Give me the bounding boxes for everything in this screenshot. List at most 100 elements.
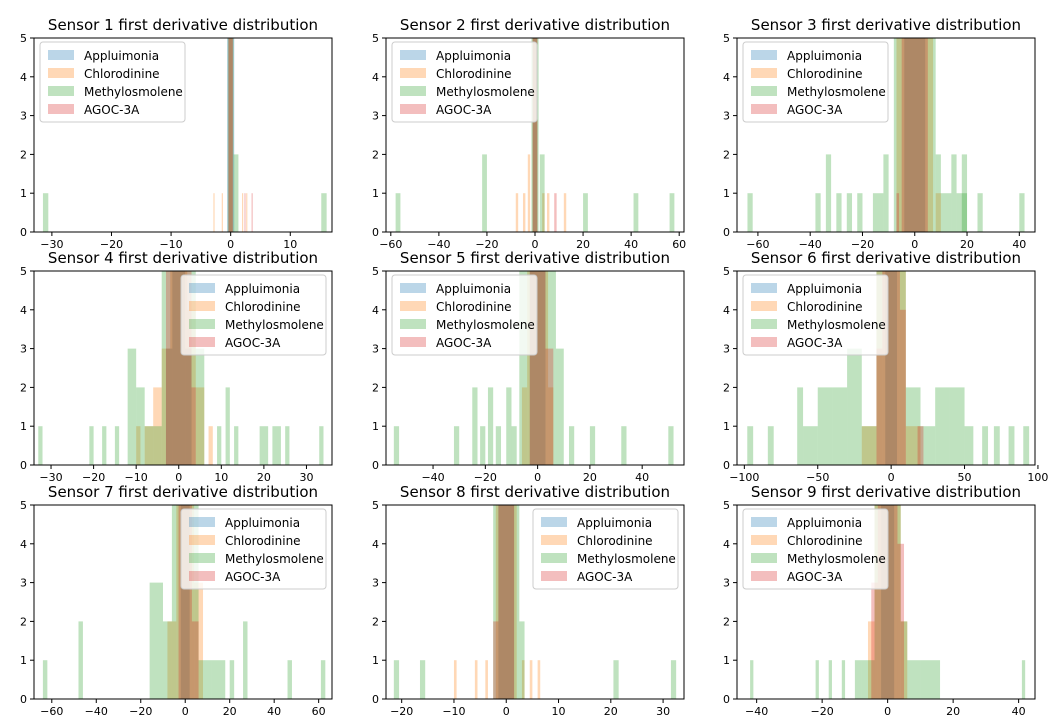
legend: Appluimonia Chlorodinine Methylosmolene AGO… (532, 508, 679, 590)
legend-swatch (400, 86, 426, 96)
x-tick-label: −10 (125, 471, 148, 484)
y-tick-label: 5 (723, 32, 730, 45)
y-tick-label: 0 (20, 693, 27, 706)
legend-label: AGOC-3A (225, 570, 281, 584)
histogram-bar (211, 660, 226, 699)
plot-frame (736, 270, 1036, 466)
x-tick-label: 20 (604, 705, 618, 718)
histogram-bar (907, 660, 921, 699)
histogram-bar (319, 426, 324, 465)
y-tick-label: 2 (723, 381, 730, 394)
histogram-bar (1023, 426, 1030, 465)
histogram-bar (861, 426, 877, 465)
histogram-bar (828, 660, 832, 699)
histogram-bar (982, 426, 989, 465)
histogram-bar (817, 387, 833, 465)
y-tick-label: 5 (20, 499, 27, 512)
x-tick-label: 20 (946, 705, 960, 718)
x-tick-label: −20 (474, 471, 497, 484)
legend-label: Chlorodinine (436, 67, 512, 81)
x-tick-label: −50 (806, 471, 829, 484)
x-tick-label: −20 (811, 705, 834, 718)
x-tick-label: −20 (851, 238, 874, 251)
y-tick-label: 4 (20, 304, 27, 317)
histogram-bar (847, 348, 862, 465)
legend-label: Methylosmolene (436, 318, 535, 332)
histogram-bar (589, 426, 596, 465)
histogram-bar (180, 505, 190, 699)
legend-swatch (189, 337, 215, 347)
histogram-bar (832, 387, 848, 465)
subplot-sensor-1: Sensor 1 first derivative distribution 0 1… (20, 16, 333, 251)
histogram-bar (747, 193, 753, 232)
histogram-bar (498, 505, 515, 699)
histogram-bar (506, 387, 512, 465)
x-tick-label: 0 (532, 238, 539, 251)
histogram-bar (896, 193, 900, 232)
legend-swatch (751, 301, 777, 311)
histogram-bar (861, 660, 875, 699)
legend-swatch (189, 517, 215, 527)
legend: Appluimonia Chlorodinine Methylosmolene AGO… (391, 274, 538, 356)
legend-label: Methylosmolene (436, 85, 535, 99)
histogram-bar (127, 348, 137, 465)
x-tick-label: 0 (227, 238, 234, 251)
y-tick-label: 2 (723, 148, 730, 161)
y-tick-label: 5 (20, 265, 27, 278)
histogram-bar (531, 38, 539, 232)
histogram-bar (136, 387, 145, 465)
legend-swatch (751, 104, 777, 114)
histogram-bar (227, 38, 235, 232)
x-tick-label: 40 (1012, 238, 1026, 251)
bar-group (393, 505, 677, 699)
histogram-bar (78, 621, 83, 699)
legend-swatch (48, 50, 74, 60)
x-tick-label: −60 (40, 705, 63, 718)
x-tick-label: −20 (390, 705, 413, 718)
legend-label: Chlorodinine (787, 300, 863, 314)
x-tick-label: 40 (1012, 705, 1026, 718)
histogram-bar (896, 38, 934, 232)
plot-frame (33, 270, 333, 466)
histogram-bar (242, 193, 244, 232)
histogram-bar (935, 193, 941, 232)
histogram-bar (867, 621, 875, 699)
legend-swatch (189, 553, 215, 563)
legend-label: Methylosmolene (225, 318, 324, 332)
x-tick-label: 20 (257, 471, 271, 484)
histogram-bar (583, 193, 588, 232)
x-tick-label: 0 (175, 471, 182, 484)
x-tick-label: 0 (503, 705, 510, 718)
legend-swatch (751, 68, 777, 78)
histogram-bar (482, 154, 487, 232)
subplot-sensor-7: Sensor 7 first derivative distribution 0 1… (20, 483, 333, 718)
histogram-bar (162, 621, 172, 699)
legend-label: AGOC-3A (787, 103, 843, 117)
histogram-bar (993, 426, 1000, 465)
histogram-bar (395, 193, 401, 232)
legend-label: Methylosmolene (577, 552, 676, 566)
y-tick-label: 2 (20, 381, 27, 394)
legend-label: Appluimonia (787, 49, 862, 63)
x-tick-label: −60 (379, 238, 402, 251)
subplot-sensor-2: Sensor 2 first derivative distribution 0 1… (372, 16, 686, 251)
bar-group (747, 38, 1025, 232)
histogram-bar (320, 660, 326, 699)
legend-box (391, 274, 538, 356)
y-tick-label: 0 (20, 459, 27, 472)
histogram-bar (472, 387, 478, 465)
y-tick-label: 5 (372, 499, 379, 512)
y-tick-label: 2 (723, 615, 730, 628)
histogram-bar (227, 38, 234, 232)
histogram-bar (904, 38, 926, 232)
legend-swatch (48, 104, 74, 114)
bar-group (395, 38, 675, 232)
y-tick-label: 3 (723, 110, 730, 123)
histogram-bar (871, 582, 878, 699)
x-tick-label: −100 (729, 471, 759, 484)
x-tick-label: 20 (223, 705, 237, 718)
legend-swatch (751, 553, 777, 563)
histogram-bar (511, 426, 517, 465)
histogram-bar (532, 38, 538, 232)
histogram-bar (161, 348, 171, 465)
